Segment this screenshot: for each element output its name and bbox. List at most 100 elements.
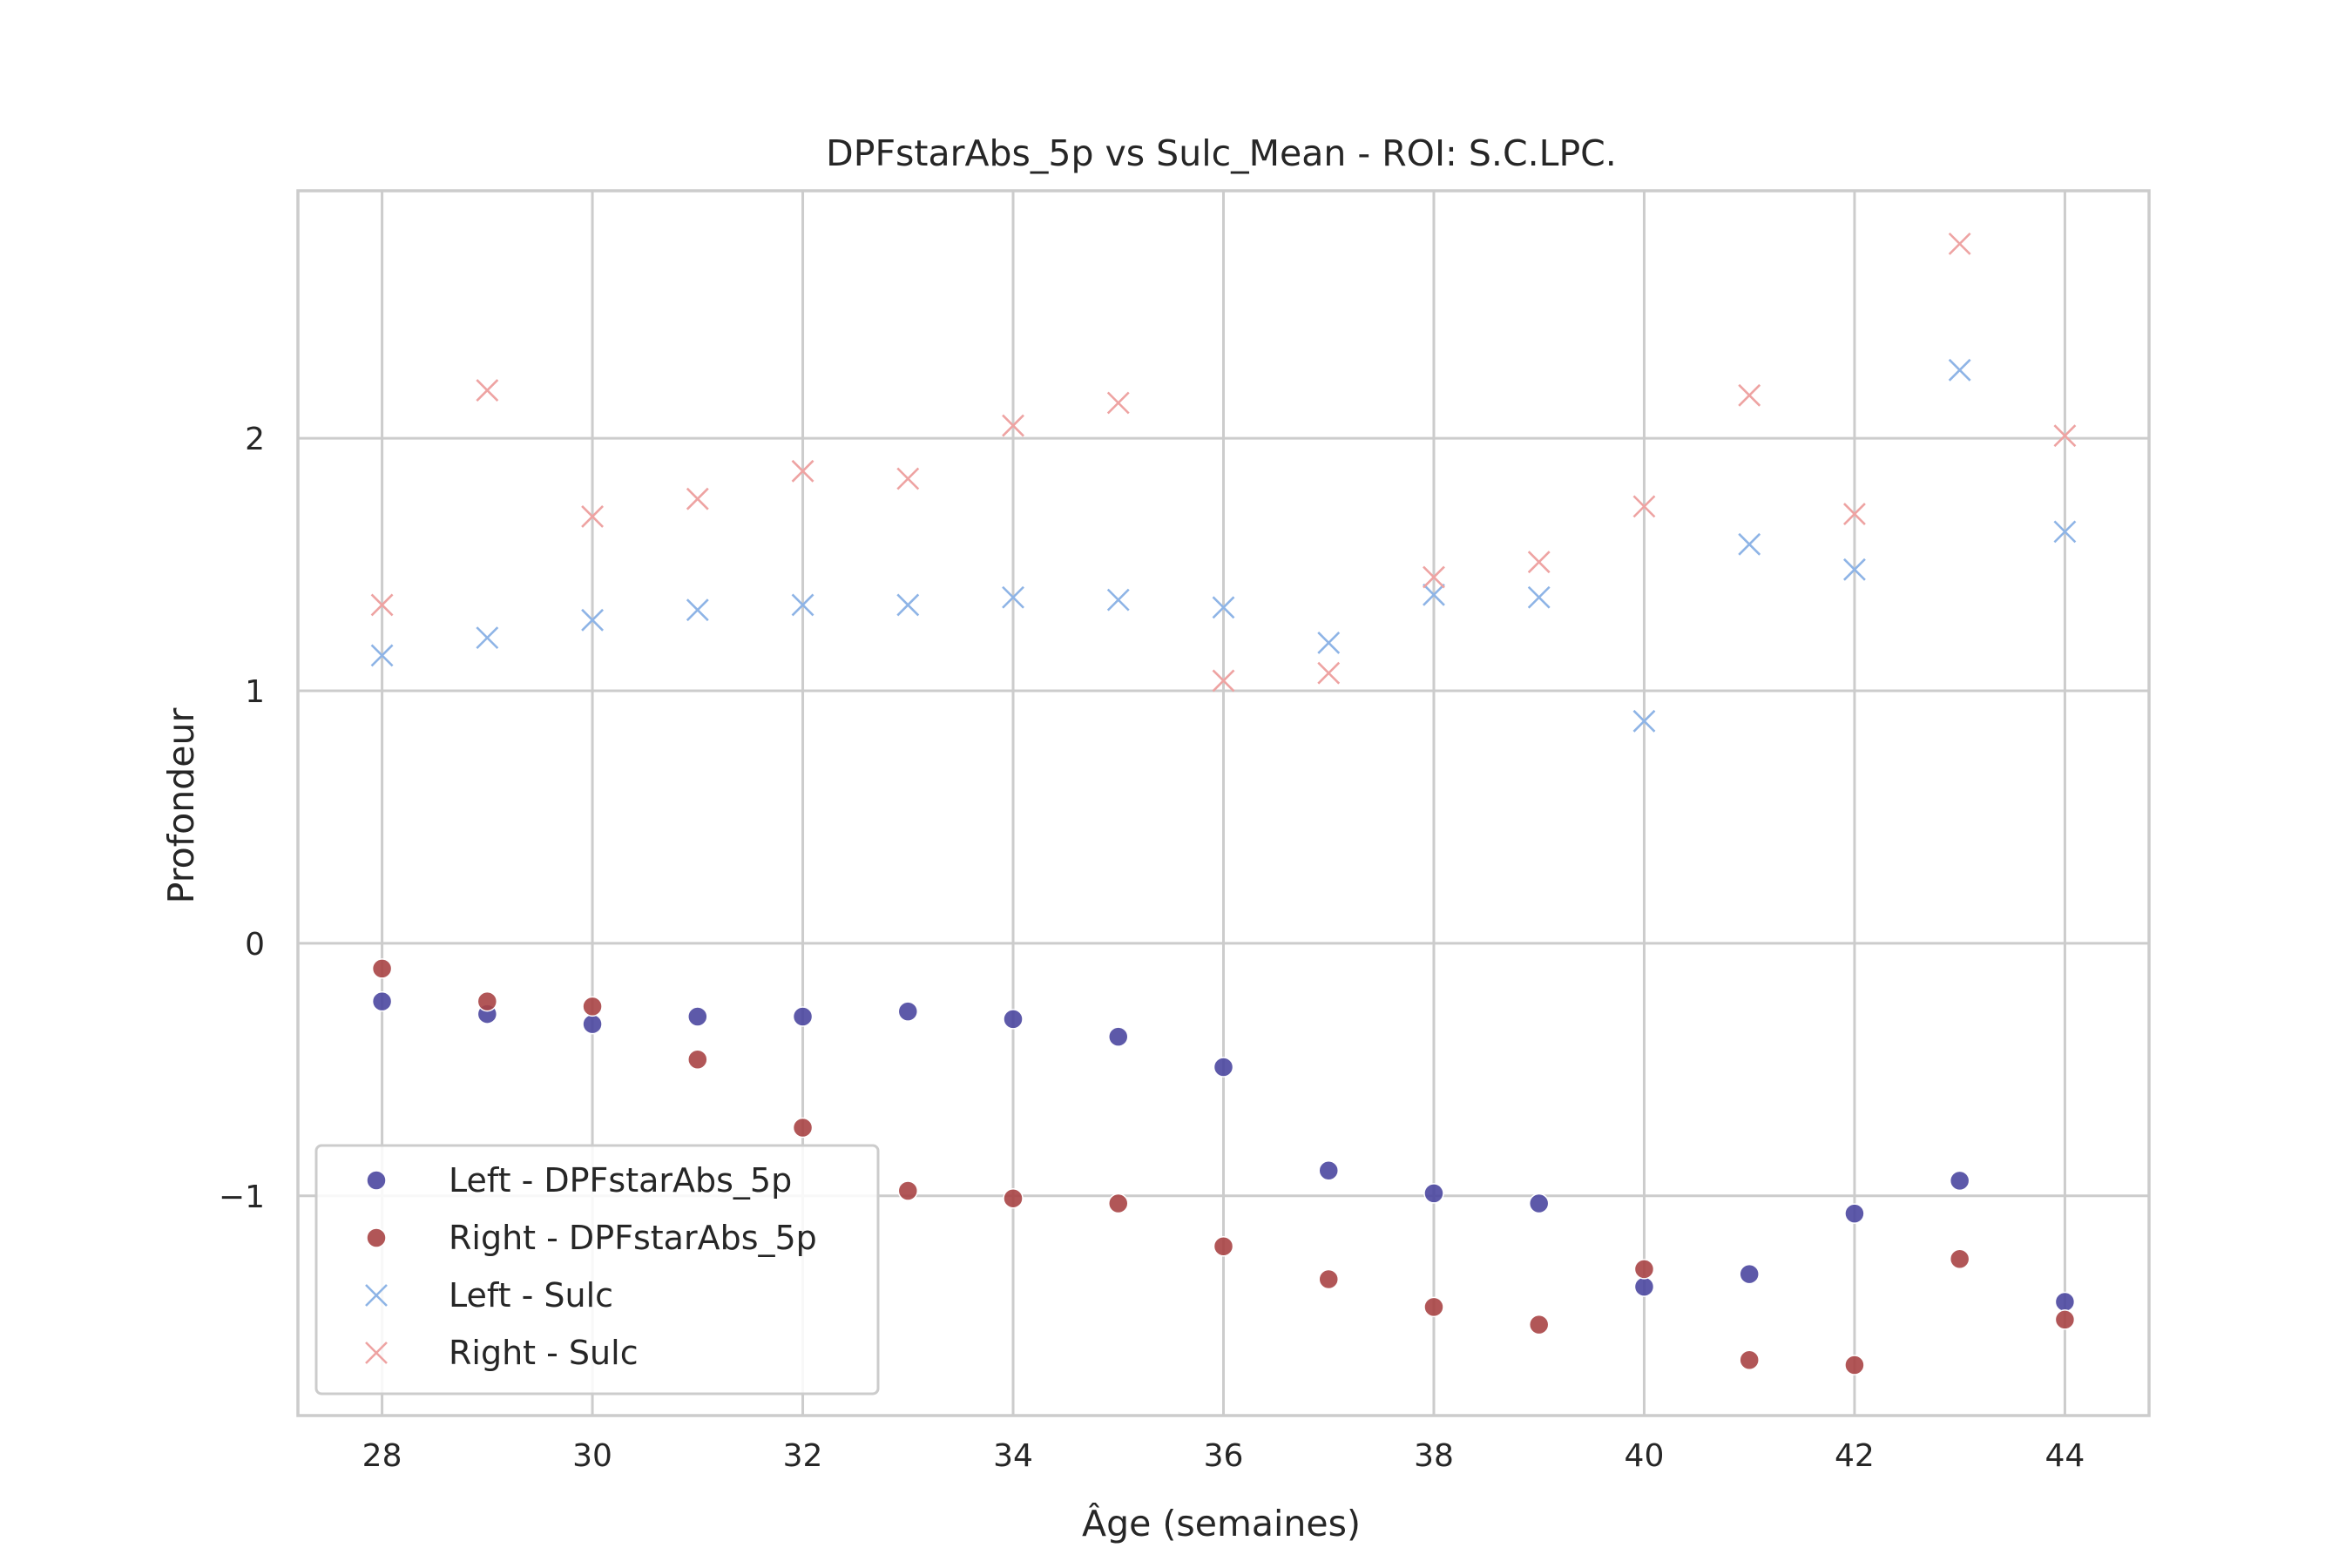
data-point-x (686, 487, 709, 510)
data-point-circle (897, 1180, 919, 1201)
data-point-circle (687, 1049, 708, 1070)
series-3 (370, 232, 2077, 693)
data-point-x (791, 459, 814, 483)
legend-label: Right - DPFstarAbs_5p (449, 1219, 817, 1257)
x-tick-label: 40 (1625, 1438, 1665, 1474)
x-tick-label: 38 (1414, 1438, 1454, 1474)
data-point-x (1948, 232, 1971, 255)
data-point-circle (1318, 1268, 1339, 1290)
data-point-x (1843, 503, 1866, 525)
data-point-x (1423, 583, 1445, 606)
data-point-circle (1633, 1259, 1655, 1280)
legend-label: Right - Sulc (449, 1334, 639, 1372)
chart-title: DPFstarAbs_5p vs Sulc_Mean - ROI: S.C.LP… (826, 132, 1617, 174)
data-point-circle (1003, 1187, 1024, 1209)
legend: Left - DPFstarAbs_5p Right - DPFstarAbs_5… (314, 1144, 880, 1396)
data-point-circle (687, 1006, 708, 1027)
data-point-circle (1528, 1193, 1550, 1214)
data-point-circle (2054, 1309, 2076, 1330)
data-point-x (1843, 558, 1866, 581)
x-axis-ticks: 28 30 32 34 36 38 40 42 44 (362, 1438, 2085, 1474)
legend-marker (365, 1284, 388, 1307)
data-point-x (1212, 669, 1235, 693)
data-point-circle (1528, 1314, 1550, 1335)
data-point-circle (1739, 1263, 1760, 1285)
data-point-x (686, 598, 709, 622)
data-point-x (896, 593, 920, 617)
legend-marker (366, 1170, 387, 1191)
legend-box (314, 1144, 880, 1396)
series-2 (370, 358, 2077, 733)
x-tick-label: 32 (783, 1438, 823, 1474)
data-point-x (1106, 588, 1130, 612)
legend-marker (365, 1342, 388, 1364)
data-point-circle (1423, 1296, 1444, 1318)
data-point-x (1948, 358, 1971, 382)
data-point-x (2053, 520, 2077, 544)
data-point-x (1632, 709, 1656, 733)
data-point-circle (1423, 1183, 1444, 1204)
data-point-circle (1949, 1248, 1970, 1270)
data-point-circle (371, 990, 393, 1012)
data-point-circle (1633, 1276, 1655, 1297)
data-point-x (1632, 495, 1656, 518)
data-point-x (581, 608, 604, 632)
data-point-x (370, 644, 394, 667)
data-point-circle (897, 1001, 919, 1022)
y-tick-label: 2 (245, 422, 265, 457)
data-point-x (1212, 596, 1235, 619)
y-tick-label: 1 (245, 674, 265, 710)
legend-label: Left - Sulc (449, 1276, 613, 1315)
x-tick-label: 34 (993, 1438, 1033, 1474)
data-point-x (1106, 391, 1130, 415)
legend-marker (366, 1227, 387, 1248)
data-point-x (476, 379, 499, 402)
y-tick-label: −1 (219, 1179, 265, 1215)
x-tick-label: 44 (2045, 1438, 2085, 1474)
y-axis-ticks: −1 0 1 2 (219, 422, 265, 1215)
data-point-circle (1844, 1203, 1865, 1224)
data-point-circle (1739, 1349, 1760, 1370)
data-point-circle (1108, 1026, 1129, 1047)
data-point-x (1738, 532, 1761, 556)
grid (298, 191, 2149, 1416)
x-tick-label: 28 (362, 1438, 402, 1474)
legend-label: Left - DPFstarAbs_5p (449, 1161, 792, 1200)
data-point-circle (371, 958, 393, 979)
x-tick-label: 42 (1835, 1438, 1875, 1474)
series-1 (371, 958, 2076, 1375)
data-point-circle (1949, 1170, 1970, 1192)
data-point-circle (1003, 1009, 1024, 1030)
x-tick-label: 36 (1204, 1438, 1244, 1474)
data-point-circle (582, 996, 603, 1017)
data-point-x (1527, 551, 1551, 574)
data-point-x (1002, 585, 1024, 609)
x-tick-label: 30 (572, 1438, 612, 1474)
series-0 (371, 990, 2076, 1313)
data-point-x (581, 505, 604, 528)
data-point-x (1527, 585, 1551, 609)
data-point-circle (582, 1013, 603, 1035)
data-point-x (791, 593, 814, 617)
data-point-circle (1844, 1355, 1865, 1375)
data-point-circle (792, 1117, 814, 1139)
data-point-x (476, 626, 499, 650)
plot-frame (296, 189, 2151, 1417)
data-point-x (896, 467, 920, 490)
data-point-x (370, 593, 394, 617)
data-point-circle (792, 1006, 814, 1027)
data-point-x (2053, 424, 2077, 448)
data-point-circle (1318, 1160, 1339, 1181)
data-point-circle (1108, 1193, 1129, 1214)
data-point-circle (476, 990, 498, 1012)
data-point-x (1002, 414, 1024, 437)
data-points (370, 232, 2077, 1375)
data-point-circle (2054, 1291, 2076, 1313)
y-axis-label: Profondeur (160, 708, 202, 904)
data-point-x (1317, 631, 1341, 654)
y-tick-label: 0 (245, 927, 265, 963)
data-point-x (1738, 383, 1761, 407)
x-axis-label: Âge (semaines) (1082, 1503, 1361, 1544)
data-point-circle (1213, 1236, 1234, 1257)
